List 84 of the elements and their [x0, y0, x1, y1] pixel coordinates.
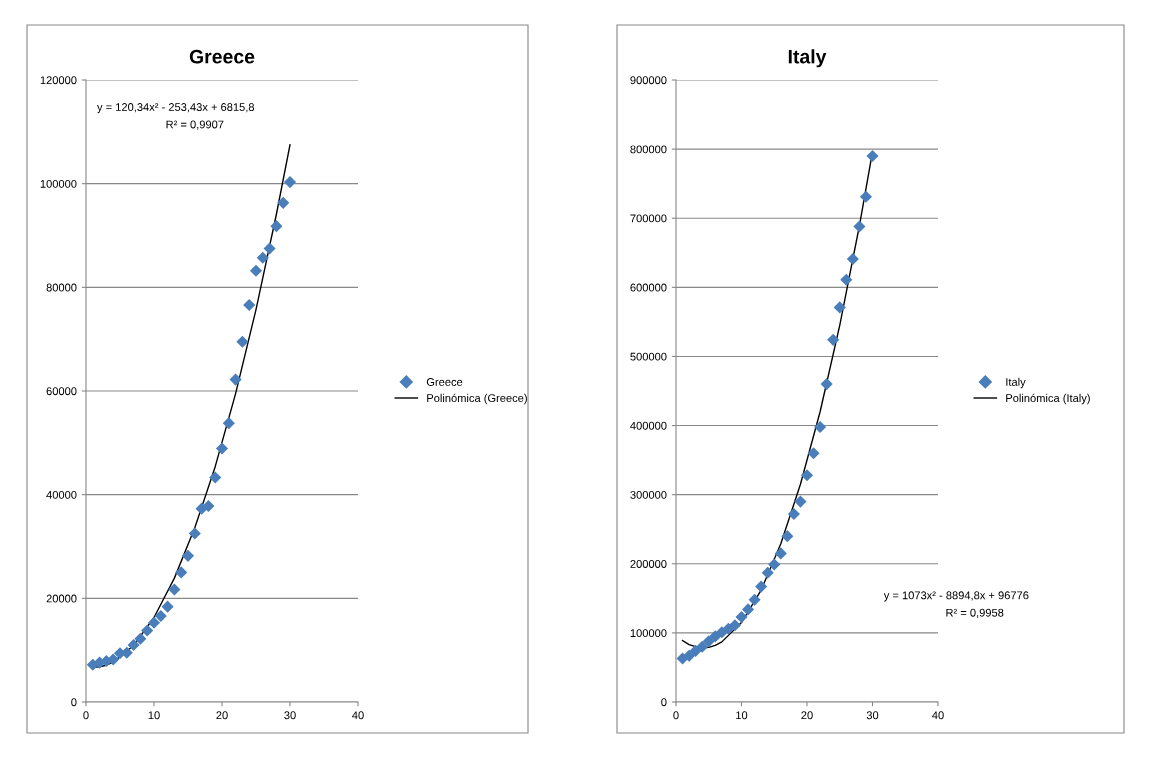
point — [827, 333, 840, 346]
x-tick-label: 30 — [866, 711, 879, 720]
text: R² = 0,9958 — [946, 608, 1004, 618]
y-tick-label: 800000 — [630, 145, 667, 154]
y-tick-label: 80000 — [46, 283, 77, 292]
point — [846, 252, 859, 266]
y-tick-label: 400000 — [630, 421, 667, 430]
y-tick-label: 600000 — [630, 283, 667, 292]
point — [696, 640, 709, 653]
x-tick-label: 0 — [673, 711, 679, 720]
point — [794, 495, 807, 508]
y-tick-label: 900000 — [630, 76, 667, 85]
point — [209, 471, 222, 484]
y-tick-label: 100000 — [40, 179, 77, 188]
point — [147, 616, 161, 629]
point — [807, 447, 820, 460]
x-tick-label: 10 — [736, 711, 748, 720]
y-tick-label: 120000 — [40, 76, 77, 85]
legend-label: Italy — [1006, 377, 1026, 389]
x-tick-label: 0 — [83, 711, 89, 720]
point — [748, 593, 761, 606]
point — [215, 442, 229, 455]
point — [859, 190, 872, 203]
legend-label: Polinómica (Italy) — [1006, 393, 1090, 405]
y-tick-label: 60000 — [46, 387, 77, 396]
point — [840, 273, 853, 286]
point — [283, 176, 297, 189]
point — [256, 251, 269, 264]
point — [755, 580, 768, 593]
point — [853, 220, 866, 233]
legend-label: Polinómica (Greece) — [427, 393, 527, 405]
point — [774, 547, 787, 560]
chart-title: Greece — [189, 49, 255, 64]
y-tick-label: 500000 — [630, 352, 667, 361]
y-tick-label: 20000 — [46, 594, 77, 603]
point — [735, 610, 748, 624]
point — [161, 600, 174, 613]
point — [277, 196, 290, 209]
legend-label: Greece — [426, 378, 463, 386]
y-tick-label: 40000 — [46, 490, 77, 499]
point — [814, 420, 827, 433]
point — [181, 549, 195, 562]
x-tick-label: 40 — [932, 711, 944, 720]
point — [270, 220, 283, 233]
annotation: y = 120,34x² - 253,43x + 6815,8 — [97, 103, 255, 114]
x-tick-label: 10 — [148, 711, 160, 720]
point — [761, 566, 774, 579]
point — [127, 638, 140, 652]
point — [866, 149, 879, 163]
x-tick-label: 20 — [216, 711, 228, 720]
point — [236, 335, 249, 348]
y-tick-label: 700000 — [630, 214, 667, 223]
y-tick-label: 200000 — [630, 560, 667, 568]
point — [781, 530, 794, 543]
y-tick-label: 0 — [661, 698, 667, 707]
point — [175, 566, 188, 579]
y-tick-label: 0 — [71, 698, 77, 707]
point — [154, 609, 167, 623]
x-tick-label: 40 — [352, 711, 364, 720]
x-tick-label: 30 — [284, 711, 296, 720]
point — [787, 507, 800, 521]
point — [168, 583, 181, 596]
point — [134, 632, 147, 645]
y-tick-label: 300000 — [630, 490, 667, 499]
point — [702, 635, 715, 648]
y-tick-label: 100000 — [630, 629, 667, 638]
point — [833, 301, 846, 314]
x-tick-label: 20 — [801, 711, 813, 720]
point — [800, 469, 814, 482]
point — [742, 603, 755, 616]
point — [820, 378, 833, 391]
point — [683, 649, 696, 662]
point — [141, 624, 154, 637]
annotation: y = 1073x² - 8894,8x + 96776 — [883, 591, 1029, 602]
annotation: R² = 0,9907 — [166, 120, 224, 130]
point — [229, 373, 242, 386]
point — [188, 527, 201, 540]
point — [243, 298, 256, 312]
chart-title: Italy — [788, 49, 827, 68]
point — [222, 417, 235, 430]
point — [249, 264, 263, 277]
point — [202, 500, 215, 513]
point — [263, 242, 276, 255]
point — [768, 558, 781, 571]
